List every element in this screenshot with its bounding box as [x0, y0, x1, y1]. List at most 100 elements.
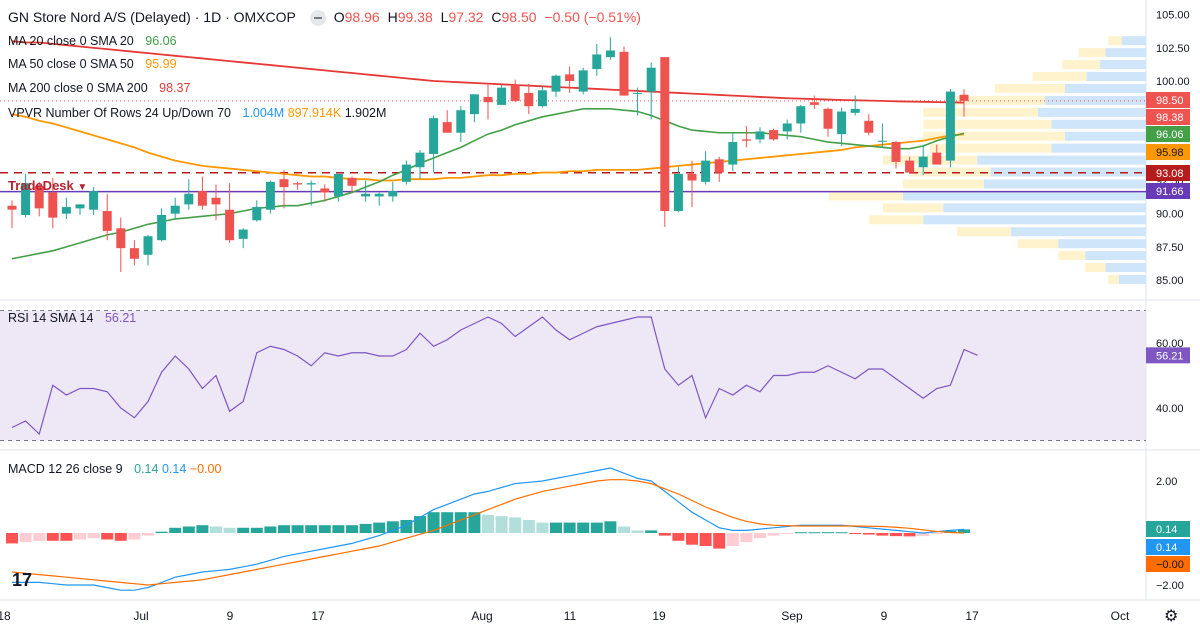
time-tick: 17	[965, 609, 979, 623]
ma200-legend[interactable]: MA 200 close 0 SMA 200 98.37	[8, 81, 190, 95]
price-label-bg	[1146, 144, 1190, 160]
ma20-legend[interactable]: MA 20 close 0 SMA 20 96.06	[8, 34, 177, 48]
macd-hist-bar	[930, 533, 943, 534]
macd-hist-bar	[33, 533, 46, 541]
macd-line-value: 0.14	[161, 462, 187, 476]
candle-body	[864, 120, 874, 133]
candle-body	[905, 160, 915, 173]
candle	[524, 83, 534, 115]
time-tick: 19	[652, 609, 666, 623]
macd-hist-bar	[482, 514, 494, 533]
macd-hist-bar	[155, 531, 168, 533]
candle-body	[429, 118, 439, 154]
macd-hist-bar	[101, 533, 114, 540]
rsi-legend[interactable]: RSI 14 SMA 14 56.21	[8, 311, 136, 325]
vpvr-down: 897.914K	[287, 106, 342, 120]
ohlc-h-label: H	[387, 9, 398, 25]
candle-body	[578, 70, 588, 92]
candle	[238, 228, 248, 249]
macd-hist-bar	[958, 529, 970, 533]
candle-body	[850, 108, 860, 113]
candle	[932, 144, 942, 165]
macd-hist-bar	[114, 533, 127, 541]
vpvr-down-bar	[1044, 95, 1146, 105]
candle	[565, 66, 575, 93]
candle	[619, 46, 629, 96]
price-label: 98.38	[1156, 112, 1184, 124]
candle-body	[157, 214, 167, 241]
tradingview-logo-icon[interactable]: 17	[12, 570, 33, 590]
macd-hist-bar	[808, 532, 821, 534]
symbol-title[interactable]: GN Store Nord A/S (Delayed) · 1D · OMXCO…	[8, 9, 296, 25]
candle-body	[75, 204, 85, 209]
ma50-legend[interactable]: MA 50 close 0 SMA 50 95.99	[8, 57, 177, 71]
candle-body	[823, 108, 833, 129]
candle-body	[225, 209, 235, 241]
macd-hist-bar	[427, 512, 440, 533]
macd-label: 0.14	[1156, 542, 1177, 554]
candle	[61, 197, 71, 219]
macd-hist-bar	[291, 525, 304, 533]
rsi-tick: 40.00	[1156, 403, 1184, 415]
macd-hist-bar	[536, 522, 549, 533]
macd-hist-bar	[495, 516, 508, 533]
candle-body	[129, 248, 139, 259]
macd-hist-bar	[509, 517, 522, 533]
candle	[361, 180, 371, 202]
ohlc-high: 99.38	[397, 9, 433, 25]
candle-body	[456, 110, 466, 133]
candle-body	[361, 193, 371, 197]
candle-body	[537, 90, 547, 107]
macd-hist-bar	[223, 527, 236, 533]
macd-hist-bar	[699, 533, 712, 546]
candle	[891, 140, 901, 169]
candle	[687, 160, 697, 208]
rsi-label-bg	[1146, 347, 1190, 364]
time-tick: 9	[881, 609, 888, 623]
macd-line	[12, 467, 965, 591]
candle-body	[837, 111, 847, 135]
candle-body	[401, 164, 411, 182]
time-tick: 18	[0, 609, 11, 623]
macd-hist-bar	[781, 533, 794, 534]
vpvr-total: 1.902M	[344, 106, 387, 120]
macd-hist-bar	[359, 523, 372, 533]
macd-hist-bar	[590, 522, 603, 533]
price-tick: 105.00	[1156, 10, 1190, 22]
gear-icon[interactable]: ⚙	[1164, 608, 1179, 625]
rsi-line	[11, 316, 978, 436]
macd-tick: 2.00	[1156, 476, 1177, 488]
macd-hist-bar	[822, 532, 834, 534]
vpvr-legend[interactable]: VPVR Number Of Rows 24 Up/Down 70 1.004M…	[8, 106, 386, 120]
price-label-bg	[1146, 126, 1190, 142]
candle	[483, 83, 493, 120]
candle	[320, 184, 330, 202]
price-label: 95.98	[1156, 147, 1184, 159]
candle	[374, 192, 384, 206]
vpvr-up-bar	[950, 95, 1045, 105]
candle	[905, 156, 915, 174]
macd-hist-bar	[237, 527, 250, 533]
candle	[837, 107, 847, 147]
vpvr-down-bar	[903, 191, 1146, 201]
eye-icon[interactable]	[309, 10, 326, 27]
candle	[769, 128, 779, 141]
macd-hist-bar	[917, 533, 930, 537]
macd-hist-bar	[890, 533, 902, 537]
ma20-label: MA 20 close 0 SMA 20	[8, 34, 134, 48]
macd-label-bg	[1146, 521, 1190, 537]
ma50-line	[11, 113, 965, 182]
time-tick: Aug	[471, 609, 492, 623]
macd-hist-bar	[142, 533, 154, 536]
candle	[728, 132, 738, 172]
candle-body	[279, 179, 289, 188]
macd-hist-bar	[686, 533, 698, 545]
symbol-header: GN Store Nord A/S (Delayed) · 1D · OMXCO…	[8, 9, 645, 27]
candle	[170, 197, 180, 219]
macd-legend[interactable]: MACD 12 26 close 9 0.14 0.14 −0.00	[8, 462, 221, 476]
candle	[510, 79, 520, 103]
candle	[959, 89, 969, 117]
macd-hist-bar	[740, 533, 753, 543]
vpvr-up-bar	[1032, 72, 1087, 82]
